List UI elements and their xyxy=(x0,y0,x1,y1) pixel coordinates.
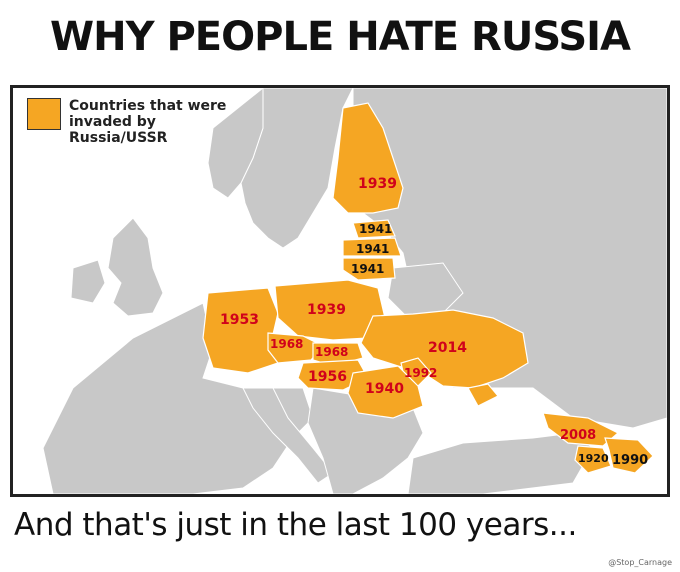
legend-swatch xyxy=(27,98,61,130)
legend-label: Countries that were invaded by Russia/US… xyxy=(69,98,227,146)
label-georgia: 2008 xyxy=(560,428,596,443)
label-moldova: 1992 xyxy=(404,366,437,380)
country-czech xyxy=(267,332,324,364)
land-norway-west xyxy=(207,88,264,199)
label-armenia: 1920 xyxy=(578,452,609,465)
footer-caption: And that's just in the last 100 years... xyxy=(14,507,577,543)
label-ukraine: 2014 xyxy=(428,340,467,356)
country-estonia xyxy=(352,219,396,239)
label-azerbaijan: 1990 xyxy=(612,453,648,468)
page-title: WHY PEOPLE HATE RUSSIA xyxy=(50,14,631,60)
label-czech: 1968 xyxy=(270,337,303,351)
legend: Countries that were invaded by Russia/US… xyxy=(27,98,259,146)
label-lithuania: 1941 xyxy=(351,262,384,276)
country-crimea xyxy=(467,383,499,407)
country-finland xyxy=(332,102,404,214)
label-germany: 1953 xyxy=(220,312,259,328)
label-latvia: 1941 xyxy=(356,242,389,256)
country-lithuania xyxy=(342,257,396,281)
land-ireland xyxy=(70,259,106,304)
label-poland: 1939 xyxy=(307,302,346,318)
country-latvia xyxy=(342,237,402,257)
label-estonia: 1941 xyxy=(359,222,392,236)
label-slovakia: 1968 xyxy=(315,345,348,359)
europe-map: 1939 1941 1941 1941 1953 1939 1968 1968 … xyxy=(13,88,667,494)
land-west-europe xyxy=(42,302,314,494)
label-finland: 1939 xyxy=(358,176,397,192)
label-romania: 1940 xyxy=(365,381,404,397)
label-hungary: 1956 xyxy=(308,369,347,385)
country-ukraine xyxy=(360,309,529,389)
map: 1939 1941 1941 1941 1953 1939 1968 1968 … xyxy=(10,85,670,497)
country-romania xyxy=(347,365,424,419)
country-armenia xyxy=(574,445,612,474)
country-germany xyxy=(202,287,279,374)
country-azerbaijan xyxy=(604,437,654,474)
land-italy xyxy=(242,387,334,484)
land-britain xyxy=(107,217,164,317)
credit: @Stop_Carnage xyxy=(608,558,672,567)
country-georgia xyxy=(542,412,620,447)
